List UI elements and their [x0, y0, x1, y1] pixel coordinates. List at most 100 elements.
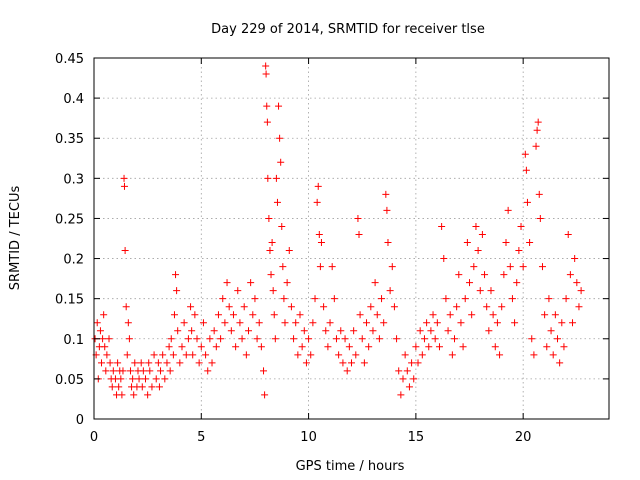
- data-point: [375, 335, 383, 343]
- data-point: [549, 351, 557, 359]
- data-point: [519, 263, 527, 271]
- data-point: [182, 351, 190, 359]
- data-point: [504, 206, 512, 214]
- data-point: [199, 319, 207, 327]
- data-point: [538, 263, 546, 271]
- data-point: [157, 367, 165, 375]
- data-point: [332, 335, 340, 343]
- data-point: [569, 319, 577, 327]
- data-point: [506, 263, 514, 271]
- data-point: [438, 222, 446, 230]
- data-point: [229, 311, 237, 319]
- data-point: [575, 303, 583, 311]
- data-point: [530, 351, 538, 359]
- data-point: [263, 102, 271, 110]
- data-point: [225, 303, 233, 311]
- data-point: [418, 351, 426, 359]
- data-point: [169, 351, 177, 359]
- y-tick-label: 0.45: [55, 52, 84, 67]
- data-point: [206, 335, 214, 343]
- data-point: [354, 214, 362, 222]
- data-point: [403, 367, 411, 375]
- data-point: [380, 319, 388, 327]
- data-point: [270, 311, 278, 319]
- data-point: [281, 319, 289, 327]
- data-point: [279, 263, 287, 271]
- data-point: [234, 287, 242, 295]
- data-point: [174, 327, 182, 335]
- data-point: [523, 198, 531, 206]
- data-point: [388, 263, 396, 271]
- y-tick-label: 0.1: [63, 333, 84, 348]
- x-tick-label: 5: [197, 430, 205, 445]
- y-tick-label: 0.05: [55, 373, 84, 388]
- data-point: [502, 239, 510, 247]
- data-point: [96, 327, 104, 335]
- data-point: [204, 367, 212, 375]
- data-point: [440, 255, 448, 263]
- data-point: [117, 375, 125, 383]
- data-point: [121, 247, 129, 255]
- data-point: [554, 335, 561, 343]
- data-point: [534, 118, 542, 126]
- x-tick-labels: 0 5 10 15 20: [90, 430, 532, 445]
- data-point: [532, 142, 540, 150]
- y-tick-label: 0: [76, 413, 84, 428]
- data-point: [371, 279, 379, 287]
- x-axis-label: GPS time / hours: [296, 459, 405, 474]
- data-point: [382, 190, 390, 198]
- data-point: [135, 375, 143, 383]
- y-axis-label: SRMTID / TECUs: [8, 186, 23, 291]
- data-point: [573, 279, 581, 287]
- data-point: [324, 343, 332, 351]
- data-point: [178, 343, 186, 351]
- data-point: [184, 335, 192, 343]
- data-point: [131, 359, 139, 367]
- data-point: [562, 295, 570, 303]
- data-point: [322, 327, 330, 335]
- data-point: [476, 287, 484, 295]
- data-point: [508, 295, 516, 303]
- data-point: [369, 327, 377, 335]
- data-point: [560, 343, 568, 351]
- data-point: [558, 319, 566, 327]
- data-point: [478, 230, 486, 238]
- data-point: [571, 255, 579, 263]
- data-point: [451, 335, 458, 343]
- data-point: [483, 303, 491, 311]
- data-point: [119, 367, 127, 375]
- data-point: [311, 295, 319, 303]
- data-point: [314, 182, 322, 190]
- data-point: [278, 222, 286, 230]
- data-point: [320, 303, 328, 311]
- data-point: [277, 158, 285, 166]
- data-point: [526, 239, 534, 247]
- data-point: [541, 311, 549, 319]
- data-point: [365, 343, 373, 351]
- data-point: [429, 311, 437, 319]
- data-point: [355, 230, 363, 238]
- data-point: [337, 327, 345, 335]
- data-point: [202, 351, 210, 359]
- data-point: [335, 351, 343, 359]
- data-point: [280, 295, 288, 303]
- data-point: [120, 182, 128, 190]
- data-point: [150, 351, 158, 359]
- data-point: [166, 367, 174, 375]
- data-point: [522, 166, 530, 174]
- data-point: [93, 319, 101, 327]
- data-point: [425, 343, 433, 351]
- data-point: [125, 335, 133, 343]
- data-point: [114, 359, 122, 367]
- data-point: [130, 391, 138, 399]
- data-point: [180, 319, 188, 327]
- data-point: [345, 343, 353, 351]
- x-tick-label: 20: [515, 430, 532, 445]
- data-point: [373, 311, 381, 319]
- data-point: [265, 214, 273, 222]
- data-point: [463, 239, 471, 247]
- data-point: [109, 367, 117, 375]
- data-point: [191, 311, 199, 319]
- data-point: [358, 335, 366, 343]
- data-point: [302, 359, 310, 367]
